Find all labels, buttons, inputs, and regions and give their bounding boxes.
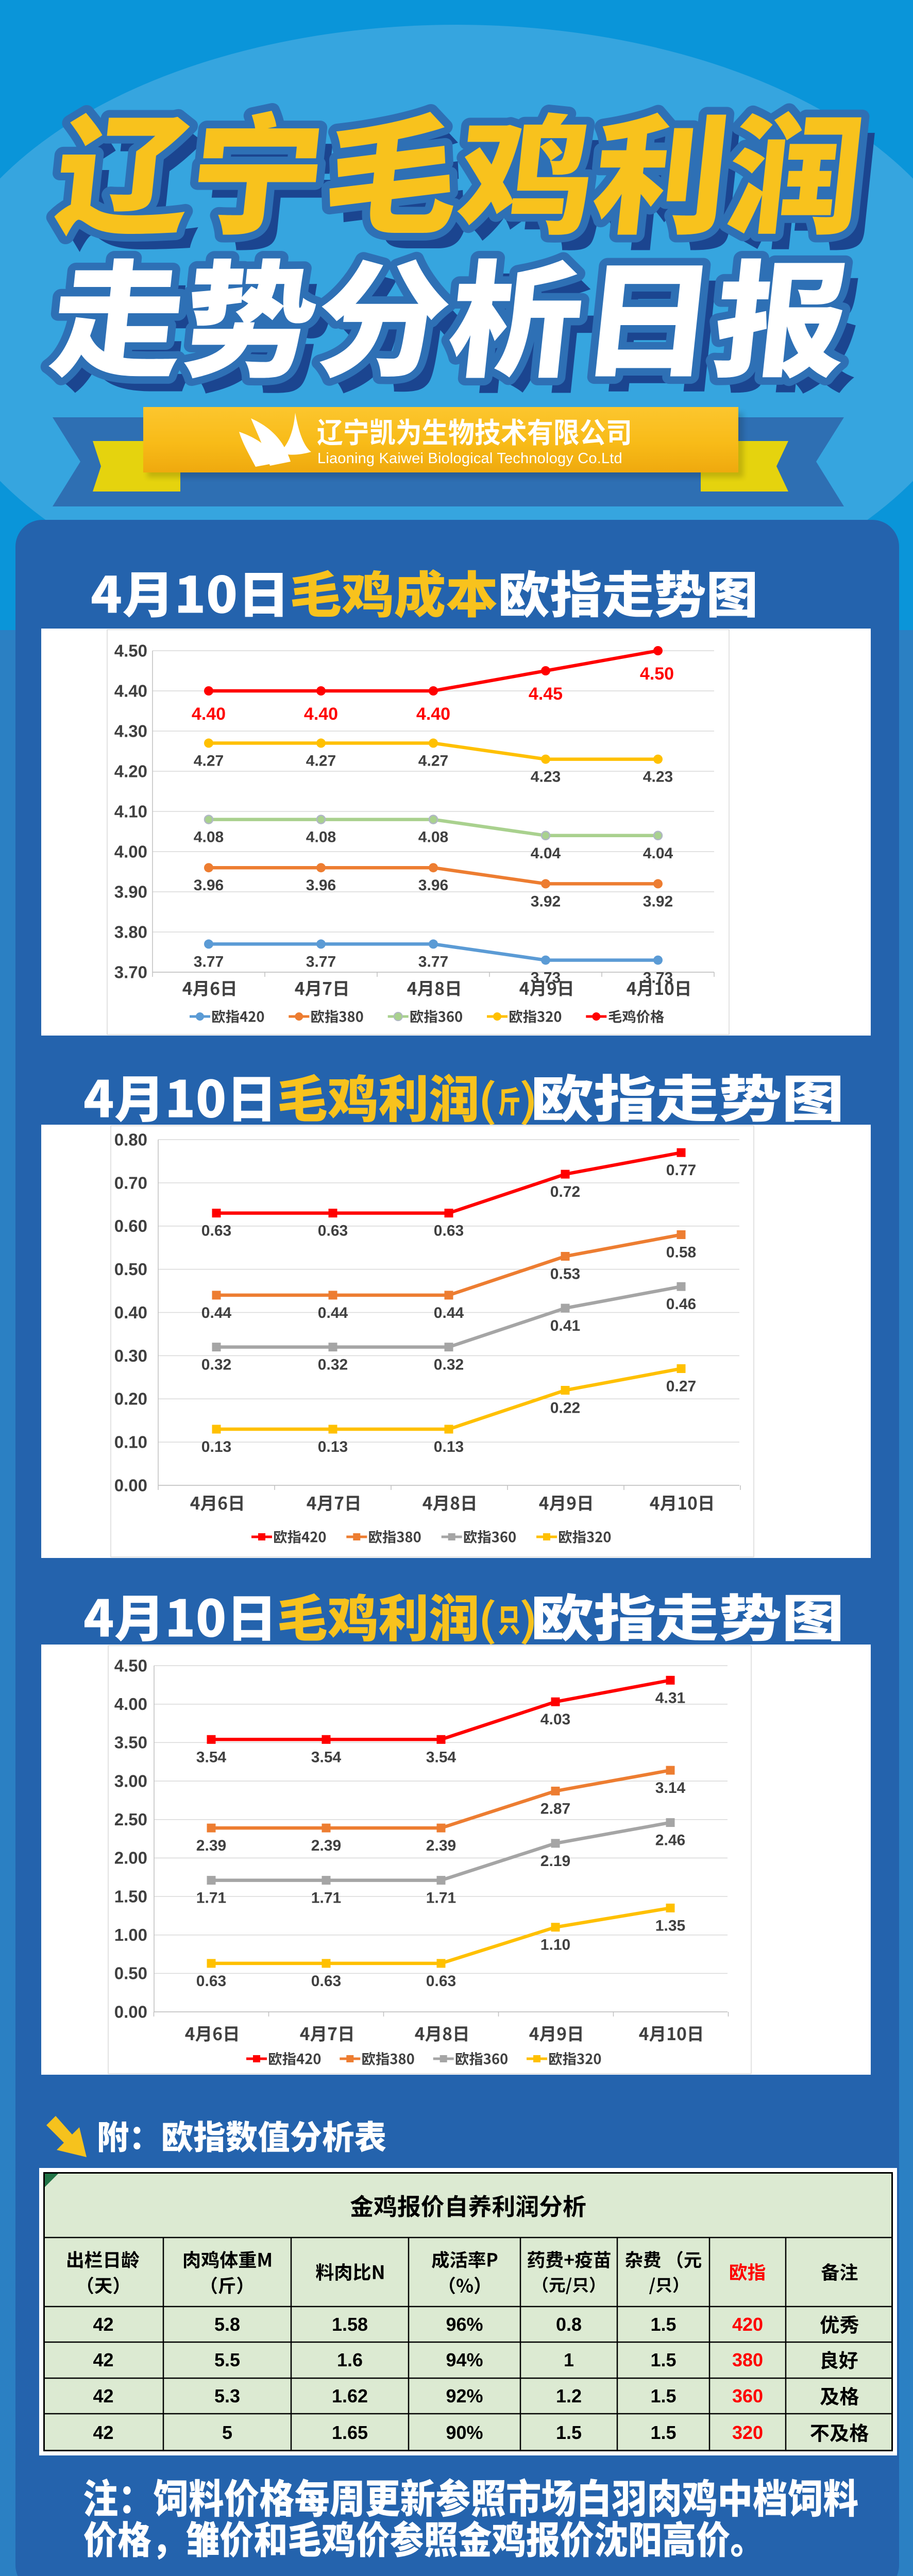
svg-text:1.35: 1.35 [655, 1917, 685, 1934]
svg-text:4.03: 4.03 [540, 1711, 570, 1728]
svg-text:4.50: 4.50 [640, 664, 674, 684]
svg-text:4.08: 4.08 [306, 829, 336, 846]
svg-text:0.22: 0.22 [550, 1400, 580, 1417]
svg-text:0.63: 0.63 [311, 1973, 341, 1990]
svg-text:1.71: 1.71 [426, 1890, 456, 1907]
svg-text:3.96: 3.96 [194, 877, 224, 894]
svg-text:2.39: 2.39 [196, 1837, 226, 1854]
svg-text:4.31: 4.31 [655, 1689, 685, 1706]
svg-text:3.90: 3.90 [114, 882, 147, 901]
svg-text:0.00: 0.00 [114, 1476, 147, 1495]
svg-text:3.77: 3.77 [418, 953, 448, 970]
svg-text:4.08: 4.08 [418, 829, 448, 846]
svg-text:0.53: 0.53 [550, 1266, 580, 1283]
svg-text:0.30: 0.30 [114, 1346, 147, 1365]
svg-text:4.40: 4.40 [416, 704, 450, 724]
svg-text:4.00: 4.00 [114, 1694, 147, 1714]
svg-text:2.39: 2.39 [426, 1837, 456, 1854]
svg-text:0.13: 0.13 [201, 1438, 231, 1455]
svg-text:3.96: 3.96 [306, 877, 336, 894]
svg-text:1.71: 1.71 [196, 1890, 226, 1907]
svg-text:0.44: 0.44 [318, 1304, 348, 1321]
svg-text:3.14: 3.14 [655, 1780, 686, 1797]
svg-text:3.54: 3.54 [426, 1749, 457, 1766]
svg-text:4.27: 4.27 [306, 752, 336, 769]
svg-text:4.40: 4.40 [114, 681, 147, 700]
svg-text:4.40: 4.40 [304, 704, 338, 724]
svg-text:0.63: 0.63 [196, 1973, 226, 1990]
svg-text:4.04: 4.04 [531, 845, 561, 862]
svg-text:4.27: 4.27 [418, 752, 448, 769]
svg-text:0.70: 0.70 [114, 1173, 147, 1192]
svg-text:0.32: 0.32 [434, 1357, 464, 1374]
svg-text:0.41: 0.41 [550, 1317, 580, 1334]
svg-text:3.92: 3.92 [531, 893, 561, 910]
svg-text:3.00: 3.00 [114, 1771, 147, 1790]
svg-text:0.80: 0.80 [114, 1130, 147, 1149]
svg-text:4.23: 4.23 [531, 769, 561, 786]
svg-text:4.08: 4.08 [194, 829, 224, 846]
svg-text:0.63: 0.63 [434, 1223, 464, 1240]
svg-text:0.32: 0.32 [318, 1357, 348, 1374]
svg-text:3.73: 3.73 [531, 970, 561, 987]
svg-text:2.46: 2.46 [655, 1832, 685, 1849]
svg-text:3.77: 3.77 [306, 953, 336, 970]
svg-text:0.50: 0.50 [114, 1964, 147, 1983]
svg-text:3.96: 3.96 [418, 877, 448, 894]
svg-text:4.04: 4.04 [643, 845, 673, 862]
svg-text:4.20: 4.20 [114, 761, 147, 781]
svg-text:0.32: 0.32 [201, 1357, 231, 1374]
svg-text:4.45: 4.45 [529, 684, 563, 704]
svg-text:0.44: 0.44 [434, 1304, 464, 1321]
svg-text:3.92: 3.92 [643, 893, 673, 910]
svg-text:0.10: 0.10 [114, 1433, 147, 1452]
svg-text:2.19: 2.19 [540, 1853, 570, 1870]
svg-text:0.13: 0.13 [434, 1438, 464, 1455]
svg-text:0.63: 0.63 [318, 1223, 348, 1240]
svg-text:0.13: 0.13 [318, 1438, 348, 1455]
svg-text:1.10: 1.10 [540, 1937, 570, 1954]
svg-text:0.63: 0.63 [201, 1223, 231, 1240]
svg-text:4.00: 4.00 [114, 842, 147, 861]
svg-text:4.27: 4.27 [194, 752, 224, 769]
svg-text:4.30: 4.30 [114, 721, 147, 740]
svg-text:4.50: 4.50 [114, 1656, 147, 1675]
svg-text:1.71: 1.71 [311, 1890, 341, 1907]
svg-text:0.46: 0.46 [666, 1296, 696, 1313]
svg-text:0.50: 0.50 [114, 1260, 147, 1279]
svg-text:0.20: 0.20 [114, 1389, 147, 1409]
svg-text:3.50: 3.50 [114, 1733, 147, 1752]
svg-text:3.80: 3.80 [114, 922, 147, 941]
svg-text:3.77: 3.77 [194, 953, 224, 970]
svg-text:3.54: 3.54 [311, 1749, 342, 1766]
svg-text:0.72: 0.72 [550, 1183, 580, 1200]
svg-text:4.10: 4.10 [114, 802, 147, 821]
svg-text:2.87: 2.87 [540, 1800, 570, 1817]
svg-text:0.44: 0.44 [201, 1304, 232, 1321]
svg-text:0.58: 0.58 [666, 1244, 696, 1261]
svg-text:0.63: 0.63 [426, 1973, 456, 1990]
svg-text:0.40: 0.40 [114, 1303, 147, 1322]
svg-text:0.60: 0.60 [114, 1216, 147, 1235]
svg-text:2.00: 2.00 [114, 1849, 147, 1868]
svg-text:3.70: 3.70 [114, 962, 147, 981]
svg-text:0.00: 0.00 [114, 2002, 147, 2021]
svg-text:1.50: 1.50 [114, 1887, 147, 1906]
svg-text:4.40: 4.40 [192, 704, 226, 724]
svg-text:3.54: 3.54 [196, 1749, 227, 1766]
svg-text:0.77: 0.77 [666, 1162, 696, 1179]
svg-text:1.00: 1.00 [114, 1925, 147, 1944]
svg-text:4.50: 4.50 [114, 641, 147, 660]
svg-text:2.50: 2.50 [114, 1810, 147, 1829]
svg-text:2.39: 2.39 [311, 1837, 341, 1854]
svg-text:4.23: 4.23 [643, 769, 673, 786]
svg-text:0.27: 0.27 [666, 1378, 696, 1395]
